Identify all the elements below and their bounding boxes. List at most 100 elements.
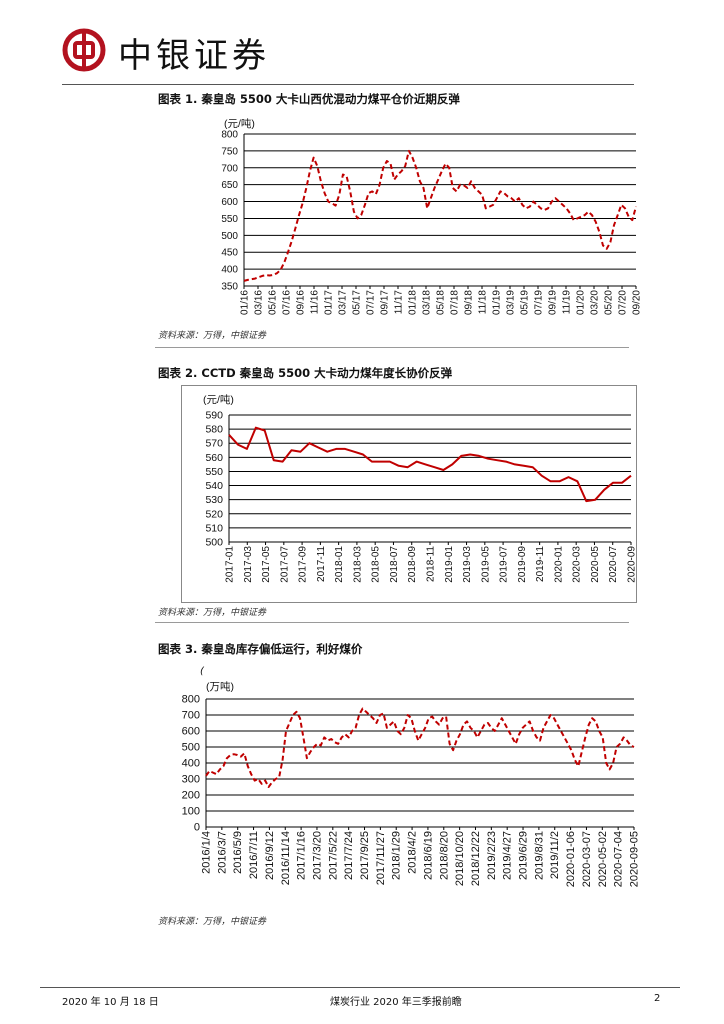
x-tick-label: 2016/1/4 [201,831,213,874]
x-tick-label: 09/20 [632,290,643,315]
x-tick-label: 03/16 [254,290,265,315]
y-tick-label: 600 [182,726,200,738]
x-tick-label: 2019/6/29 [518,831,530,880]
x-tick-label: 2017/11/27 [375,831,387,885]
x-tick-label: 01/19 [492,290,503,315]
x-tick-label: 2019-07 [499,546,510,583]
x-tick-label: 2017/9/25 [359,831,371,880]
x-tick-label: 05/20 [604,290,615,315]
x-tick-label: 11/16 [310,290,321,315]
y-unit-label: (万吨) [206,680,234,693]
x-tick-label: 2020-01 [553,546,564,583]
x-tick-label: 2019/4/27 [502,831,514,880]
y-tick-label: 0 [194,822,200,834]
x-tick-label: 07/17 [366,290,377,315]
x-tick-label: 2017-03 [243,546,254,583]
figure-1-chart: (元/吨) 350 400 450 500 550 600 650 700 750 800 01/16… [221,117,643,315]
x-tick-label: 2020-07 [608,546,619,583]
footer-page-number: 2 [654,993,661,1004]
x-tick-label: 05/17 [352,290,363,315]
x-tick-label: 09/18 [464,290,475,315]
y-tick-label: 550 [205,466,223,478]
x-tick-label: 2016/3/7 [216,831,228,874]
x-tick-label: 2018-01 [334,546,345,583]
figure-2-source: 资料来源：万得，中银证券 [158,608,267,618]
y-tick-label: 200 [182,790,200,802]
x-tick-label: 2018-11 [426,546,437,582]
x-tick-label: 2017/3/20 [311,831,323,880]
series-line [205,707,635,788]
figure-2-separator [155,622,629,623]
x-tick-label: 07/19 [534,290,545,315]
chart-frame [181,385,637,603]
boc-logo-icon [62,28,106,72]
x-tick-label: 11/18 [478,290,489,315]
x-tick-label: 2016/7/11 [248,831,260,879]
y-tick-label: 590 [205,410,223,422]
x-tick-label: 2017-11 [316,546,327,582]
x-tick-label: 2017/1/16 [296,831,308,880]
y-tick-label: 300 [182,774,200,786]
figure-1-separator [155,347,629,348]
y-tick-label: 530 [205,494,223,506]
y-tick-label: 500 [182,742,200,754]
x-tick-label: 2018/4/2 [407,831,419,874]
x-tick-label: 05/19 [520,290,531,315]
brand-name: 中银证券 [118,36,270,76]
y-tick-label: 500 [205,537,223,549]
y-tick-label: 750 [221,146,238,157]
y-tick-label: 400 [182,758,200,770]
brand-logo: 中银证券 [62,22,302,78]
y-tick-label: 700 [182,710,200,722]
y-tick-label: 540 [205,480,223,492]
x-tick-label: 2018-05 [371,546,382,583]
x-tick-label: 2019/11/2 [549,831,561,879]
x-tick-label: 2016/9/12 [264,831,276,880]
y-tick-label: 450 [221,248,238,259]
footer-date: 2020 年 10 月 18 日 [62,997,159,1008]
x-tick-label: 2018/10/20 [454,831,466,886]
x-tick-label: 11/19 [562,290,573,315]
x-tick-label: 2020-03 [572,546,583,583]
x-tick-label: 2020-09 [627,546,638,583]
x-tick-label: 2020-09-05 [629,831,641,887]
x-tick-label: 03/17 [338,290,349,315]
x-tick-label: 2018/8/20 [438,831,450,880]
x-tick-label: 09/19 [548,290,559,315]
y-tick-label: 800 [182,694,200,706]
y-tick-label: 650 [221,180,238,191]
x-tick-label: 2019/2/23 [486,831,498,880]
footer-report-name: 煤炭行业 2020 年三季报前瞻 [330,997,462,1008]
y-tick-label: 520 [205,508,223,520]
x-tick-label: 2019-01 [444,546,455,583]
x-tick-label: 03/20 [590,290,601,315]
figure-1-title: 图表 1. 秦皇岛 5500 大卡山西优混动力煤平仓价近期反弹 [158,92,460,106]
x-tick-label: 2017-01 [225,546,236,583]
y-tick-label: 400 [221,265,238,276]
y-tick-label: 550 [221,214,238,225]
x-tick-label: 05/18 [436,290,447,315]
x-tick-label: 07/16 [282,290,293,315]
x-tick-label: 2017-05 [261,546,272,583]
x-tick-label: 03/19 [506,290,517,315]
y-tick-label: 800 [221,130,238,141]
x-tick-label: 2016/11/14 [280,831,292,885]
figure-2-title: 图表 2. CCTD 秦皇岛 5500 大卡动力煤年度长协价反弹 [158,366,453,380]
y-tick-label: 100 [182,806,200,818]
x-tick-label: 09/17 [380,290,391,315]
figure-2-chart: (元/吨) 500 510 520 530 540 550 560 570 580 590 2017-… [181,385,637,603]
x-tick-label: 2018/1/29 [391,831,403,880]
footer-divider [40,987,680,988]
series-line [243,149,637,282]
figure-3-title: 图表 3. 秦皇岛库存偏低运行，利好煤价 [158,642,363,656]
x-tick-label: 2018/12/22 [470,831,482,886]
y-tick-label: 500 [221,231,238,242]
y-tick-label: 600 [221,197,238,208]
y-unit-label: (元/吨) [224,117,255,130]
x-tick-label: 2018/6/19 [422,831,434,880]
x-tick-label: 2020-05-02 [597,831,609,887]
x-tick-label: 2020-07-04 [613,831,625,887]
x-tick-label: 2018-03 [352,546,363,583]
header-divider [62,84,634,85]
y-tick-label: 570 [205,438,223,450]
